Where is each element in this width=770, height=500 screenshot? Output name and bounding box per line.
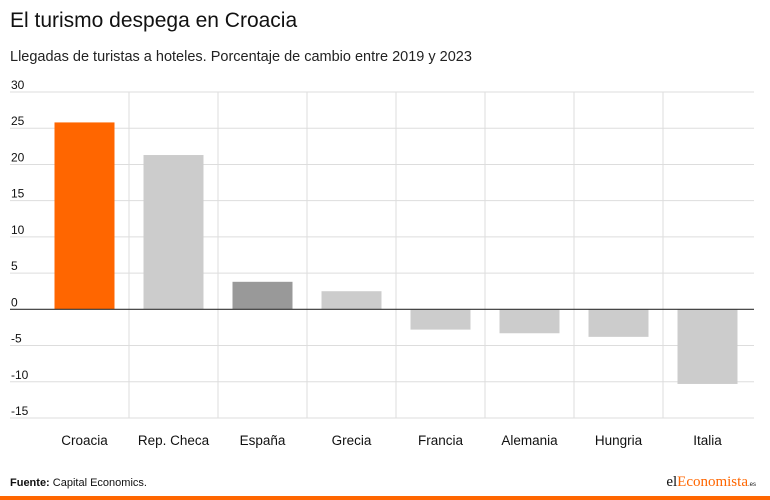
bar-alemania [499,309,560,334]
source-text: Capital Economics. [52,477,147,489]
x-tick-label: Croacia [61,433,108,448]
x-tick-label: España [240,433,286,448]
x-tick-label: Alemania [501,433,558,448]
bar-grecia [321,291,382,310]
source-note: Fuente: Capital Economics. [10,477,147,489]
bar-chart: 30 25 20 15 10 5 0 -5 -10 -15 Croacia Rep. Checa Esp… [10,78,754,448]
y-tick-label: -10 [11,368,29,382]
bottom-accent-rule [0,496,770,500]
bar-hungria [588,309,649,337]
bar-italia [677,309,738,384]
brand-part2: Economista [677,474,748,490]
y-tick-label: 25 [11,114,25,128]
x-tick-label: Rep. Checa [138,433,210,448]
y-tick-label: 30 [11,78,25,92]
bar-espa-a [232,281,293,310]
y-tick-label: 15 [11,187,25,201]
chart-title: El turismo despega en Croacia [10,9,298,32]
source-label: Fuente: [10,477,50,489]
x-tick-label: Italia [693,433,722,448]
x-tick-label: Grecia [332,433,372,448]
chart-subtitle: Llegadas de turistas a hoteles. Porcenta… [10,49,472,65]
y-tick-label: 0 [11,295,18,309]
bar-rep-checa [143,155,204,310]
y-tick-label: 5 [11,259,18,273]
x-tick-label: Francia [418,433,464,448]
brand-logo: elEconomista.es [666,474,756,491]
y-tick-label: 10 [11,223,25,237]
y-tick-label: -15 [11,404,29,418]
brand-part3: .es [747,482,756,488]
bar-croacia [54,122,115,310]
y-tick-label: -5 [11,332,22,346]
brand-part1: el [666,474,678,490]
y-tick-label: 20 [11,150,25,164]
bar-francia [410,309,471,330]
x-tick-label: Hungria [595,433,643,448]
